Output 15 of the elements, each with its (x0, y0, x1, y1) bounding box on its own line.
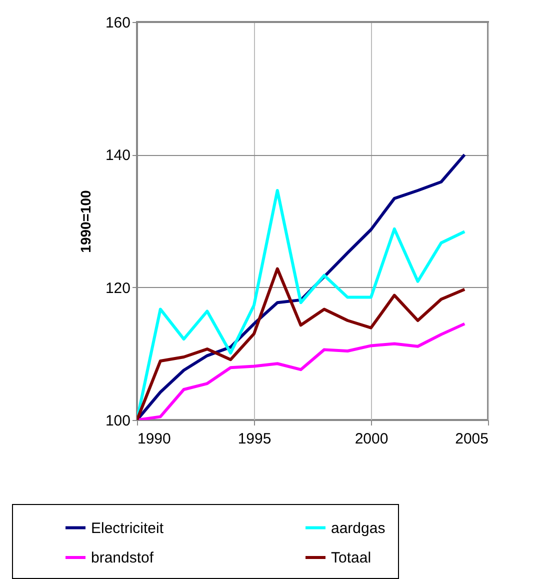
legend-label: Electriciteit (91, 520, 164, 537)
x-tick-label: 2000 (354, 430, 388, 448)
legend-label: Totaal (331, 550, 372, 566)
y-tick-label: 140 (105, 147, 130, 164)
x-tick-label: 2005 (455, 430, 488, 448)
legend-label: aardgas (331, 520, 386, 537)
y-axis-title: 1990=100 (77, 190, 94, 253)
x-tick-label: 1995 (238, 430, 272, 448)
y-tick-label: 120 (105, 280, 130, 297)
legend-label: brandstof (91, 550, 154, 566)
line-series (137, 322, 466, 420)
x-tick-label: 1990 (138, 430, 171, 448)
y-tick-label: 160 (105, 14, 130, 32)
y-tick-label: 100 (105, 412, 130, 430)
line-series (137, 267, 466, 420)
